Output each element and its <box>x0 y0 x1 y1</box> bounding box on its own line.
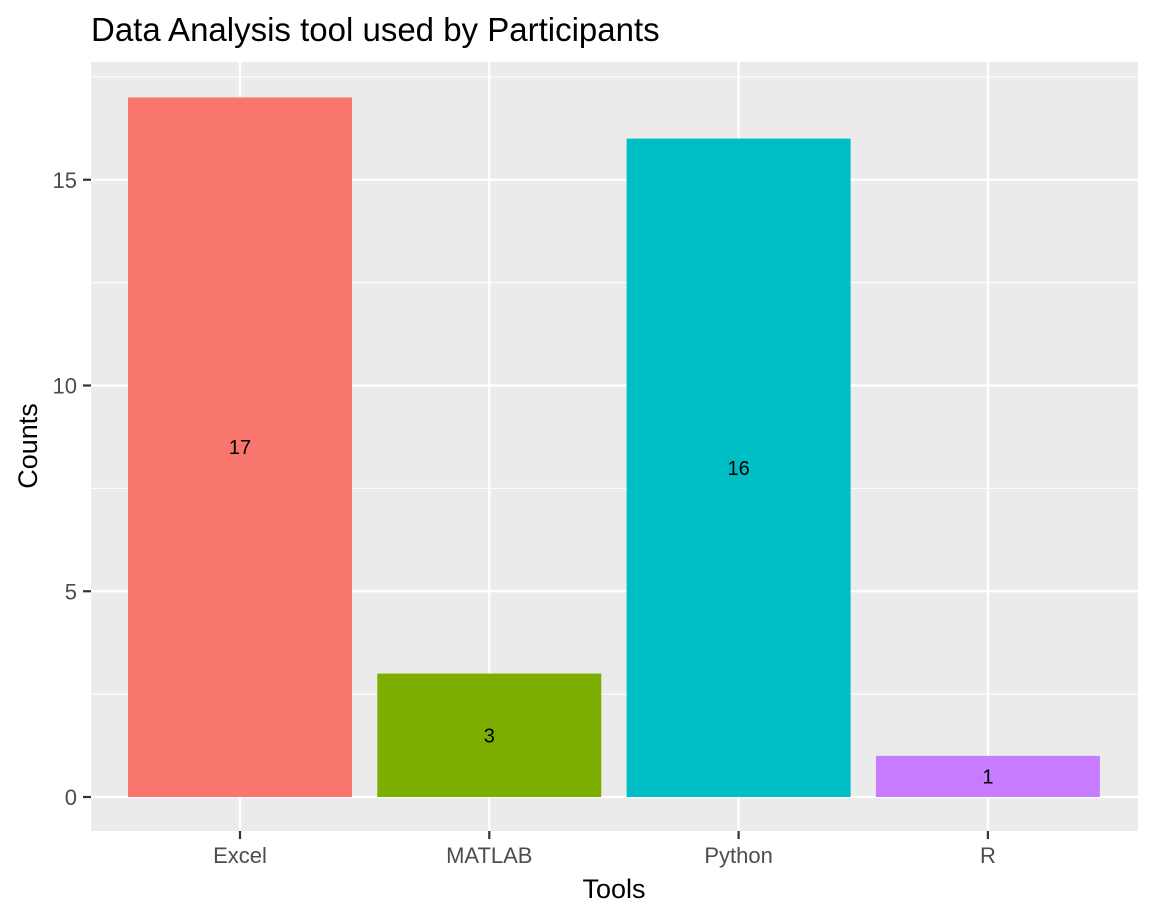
x-tick-label: R <box>980 843 996 868</box>
x-tick-label: Excel <box>213 843 267 868</box>
bar-value-label: 17 <box>229 437 251 459</box>
y-axis: 0 5 10 15 <box>53 168 91 810</box>
y-tick-label: 0 <box>65 785 77 810</box>
bar-matlab <box>377 673 602 797</box>
data-labels: 17 3 16 1 <box>229 437 994 788</box>
x-axis-title: Tools <box>582 874 645 904</box>
x-tick-label: Python <box>704 843 773 868</box>
x-axis: Excel MATLAB Python R <box>213 831 996 868</box>
chart-title: Data Analysis tool used by Participants <box>91 11 660 48</box>
bar-r <box>875 755 1100 797</box>
y-axis-title: Counts <box>13 403 43 489</box>
bar-value-label: 3 <box>484 725 495 747</box>
bar-python <box>626 138 851 798</box>
y-tick-label: 15 <box>53 168 77 193</box>
y-tick-label: 10 <box>53 374 77 399</box>
bars <box>128 97 1100 798</box>
bar-value-label: 1 <box>982 766 993 788</box>
bar-excel <box>128 97 352 797</box>
x-tick-label: MATLAB <box>446 843 532 868</box>
bar-value-label: 16 <box>727 458 749 480</box>
y-tick-label: 5 <box>65 579 77 604</box>
